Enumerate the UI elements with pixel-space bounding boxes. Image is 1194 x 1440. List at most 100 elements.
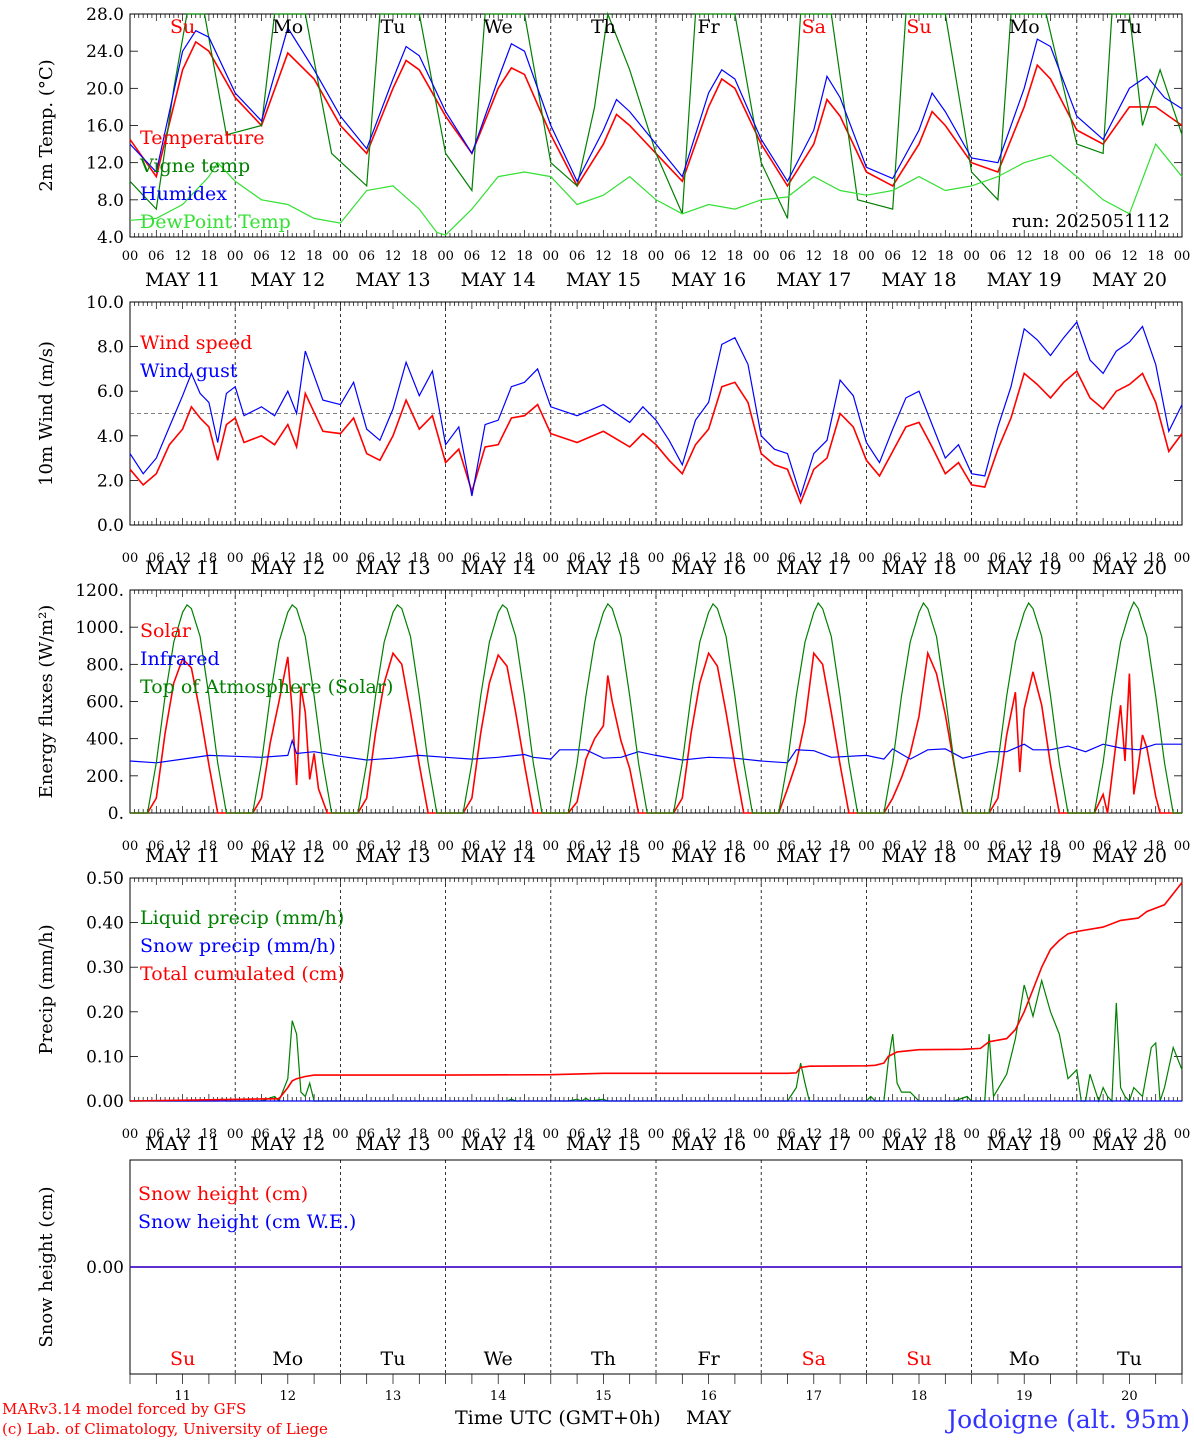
hour-tick-label: 00 — [963, 249, 980, 264]
hour-tick-label: 18 — [201, 1127, 218, 1142]
hour-tick-label: 00 — [1069, 249, 1086, 264]
footer-credit-line: (c) Lab. of Climatology, University of L… — [2, 1420, 328, 1438]
date-label: MAY 12 — [250, 1133, 325, 1155]
hour-tick-label: 18 — [1042, 839, 1059, 854]
x-axis-month: MAY — [686, 1407, 731, 1429]
y-tick-label: 1200. — [75, 581, 124, 601]
hour-tick-label: 12 — [1016, 551, 1033, 566]
date-label: MAY 11 — [145, 1133, 220, 1155]
hour-tick-label: 00 — [648, 839, 665, 854]
hour-tick-label: 12 — [700, 839, 717, 854]
date-label: MAY 11 — [145, 845, 220, 867]
hour-tick-label: 18 — [832, 249, 849, 264]
weekday-label: Th — [591, 16, 616, 38]
day-number-label: 18 — [911, 1389, 928, 1404]
date-label: MAY 15 — [566, 845, 641, 867]
y-tick-label: 800. — [86, 655, 124, 675]
hour-tick-label: 12 — [174, 551, 191, 566]
hour-tick-label: 00 — [332, 551, 349, 566]
legend-entry: Infrared — [140, 648, 220, 670]
weekday-label: Sa — [802, 1348, 826, 1370]
hour-tick-label: 12 — [595, 1127, 612, 1142]
hour-tick-label: 12 — [1121, 1127, 1138, 1142]
y-tick-label: 12.0 — [86, 154, 124, 174]
hour-tick-label: 12 — [1121, 249, 1138, 264]
hour-tick-label: 12 — [806, 839, 823, 854]
hour-tick-label: 18 — [1042, 1127, 1059, 1142]
hour-tick-label: 12 — [1121, 839, 1138, 854]
legend-entry: Humidex — [140, 183, 227, 205]
legend-entry: Vigne temp — [139, 155, 250, 177]
hour-tick-label: 06 — [674, 1127, 691, 1142]
legend-entry: Snow height (cm) — [138, 1183, 308, 1205]
hour-tick-label: 18 — [727, 1127, 744, 1142]
date-label: MAY 19 — [987, 845, 1062, 867]
hour-tick-label: 06 — [148, 839, 165, 854]
hour-tick-label: 00 — [963, 551, 980, 566]
y-tick-label: 0.10 — [86, 1047, 124, 1067]
hour-tick-label: 18 — [516, 1127, 533, 1142]
hour-tick-label: 00 — [122, 551, 139, 566]
hour-tick-label: 18 — [621, 839, 638, 854]
legend-entry: Snow height (cm W.E.) — [138, 1211, 356, 1233]
hour-tick-label: 06 — [253, 1127, 270, 1142]
date-label: MAY 17 — [776, 845, 851, 867]
hour-tick-label: 06 — [569, 551, 586, 566]
date-label: MAY 14 — [461, 269, 536, 291]
date-label: MAY 16 — [671, 1133, 746, 1155]
y-tick-label: 400. — [86, 730, 124, 750]
weekday-label: Fr — [697, 1348, 720, 1370]
weekday-label: Mo — [272, 16, 303, 38]
hour-tick-label: 18 — [306, 551, 323, 566]
weekday-label: Su — [906, 16, 931, 38]
legend-entry: Total cumulated (cm) — [140, 963, 345, 985]
hour-tick-label: 06 — [358, 249, 375, 264]
hour-tick-label: 00 — [332, 1127, 349, 1142]
hour-tick-label: 18 — [411, 1127, 428, 1142]
date-label: MAY 18 — [881, 1133, 956, 1155]
hour-tick-label: 06 — [674, 551, 691, 566]
hour-tick-label: 12 — [700, 249, 717, 264]
hour-tick-label: 00 — [1174, 249, 1191, 264]
hour-tick-label: 12 — [911, 839, 928, 854]
hour-tick-label: 18 — [1042, 551, 1059, 566]
date-label: MAY 11 — [145, 269, 220, 291]
hour-tick-label: 18 — [621, 551, 638, 566]
hour-tick-label: 12 — [385, 551, 402, 566]
hour-tick-label: 00 — [963, 839, 980, 854]
y-tick-label: 10.0 — [86, 293, 124, 313]
hour-tick-label: 18 — [201, 839, 218, 854]
hour-tick-label: 18 — [1147, 551, 1164, 566]
hour-tick-label: 06 — [990, 249, 1007, 264]
hour-tick-label: 06 — [884, 839, 901, 854]
hour-tick-label: 00 — [227, 249, 244, 264]
y-tick-label: 0.00 — [86, 1258, 124, 1278]
hour-tick-label: 00 — [437, 1127, 454, 1142]
legend-entry: Snow precip (mm/h) — [140, 935, 336, 957]
hour-tick-label: 06 — [464, 839, 481, 854]
hour-tick-label: 00 — [543, 1127, 560, 1142]
y-axis-title: 10m Wind (m/s) — [36, 341, 57, 486]
hour-tick-label: 18 — [937, 249, 954, 264]
hour-tick-label: 18 — [727, 551, 744, 566]
y-tick-label: 0.40 — [86, 914, 124, 934]
day-number-label: 15 — [595, 1389, 612, 1404]
y-tick-label: 0.0 — [97, 516, 124, 536]
date-label: MAY 12 — [250, 845, 325, 867]
date-label: MAY 13 — [355, 845, 430, 867]
weekday-label: Mo — [1009, 1348, 1040, 1370]
hour-tick-label: 12 — [490, 839, 507, 854]
hour-tick-label: 06 — [779, 551, 796, 566]
hour-tick-label: 06 — [779, 1127, 796, 1142]
weekday-label: Mo — [1009, 16, 1040, 38]
hour-tick-label: 06 — [148, 551, 165, 566]
y-tick-label: 6.0 — [97, 382, 124, 402]
date-label: MAY 15 — [566, 1133, 641, 1155]
legend-entry: Temperature — [140, 127, 264, 149]
date-label: MAY 15 — [566, 557, 641, 579]
y-tick-label: 0.50 — [86, 869, 124, 889]
hour-tick-label: 06 — [464, 249, 481, 264]
day-number-label: 16 — [700, 1389, 717, 1404]
y-tick-label: 600. — [86, 693, 124, 713]
hour-tick-label: 12 — [174, 839, 191, 854]
